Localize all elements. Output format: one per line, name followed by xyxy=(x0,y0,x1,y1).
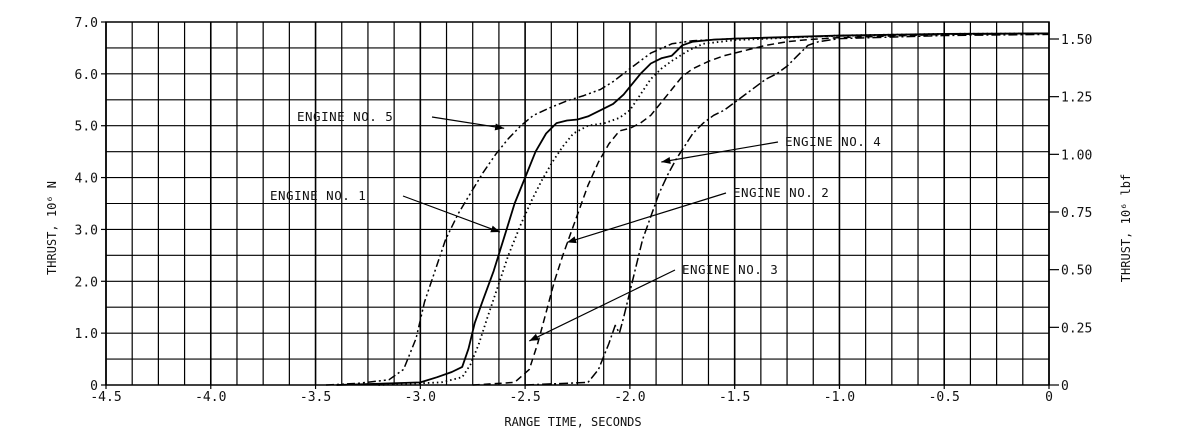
y2-tick-label: 0.75 xyxy=(1061,206,1092,221)
y2-tick-label: 1.25 xyxy=(1061,91,1092,106)
x-tick-label: -0.5 xyxy=(929,390,960,405)
y-tick-label: 1.0 xyxy=(75,327,98,342)
y2-tick-labels: 0 0.25 0.50 0.75 1.00 1.25 1.50 xyxy=(1049,33,1092,394)
x-tick-label: 0 xyxy=(1045,390,1053,405)
callout-arrowhead xyxy=(661,157,671,164)
x-tick-label: -1.0 xyxy=(824,390,855,405)
plot-frame xyxy=(105,21,1050,386)
series-line-2 xyxy=(336,32,1050,386)
x-tick-label: -2.0 xyxy=(614,390,645,405)
y-tick-label: 7.0 xyxy=(75,16,98,31)
y-tick-labels: 0 1.0 2.0 3.0 4.0 5.0 6.0 7.0 xyxy=(75,16,106,394)
callout-layer: ENGINE NO. 5 ENGINE NO. 1 ENGINE NO. 4 ENGI… xyxy=(270,109,881,342)
x-tick-label: -1.5 xyxy=(719,390,750,405)
chart-grid xyxy=(105,21,1050,386)
y-tick-label: 6.0 xyxy=(75,68,98,83)
callout-label: ENGINE NO. 3 xyxy=(682,262,778,277)
y2-tick-label: 0.25 xyxy=(1061,321,1092,336)
callout-arrowhead xyxy=(529,333,539,341)
callout-leader xyxy=(529,269,676,342)
callout-arrowhead xyxy=(494,123,505,131)
x-tick-label: -2.5 xyxy=(509,390,540,405)
series-layer xyxy=(325,32,1050,386)
x-tick-label: -4.0 xyxy=(195,390,226,405)
y2-axis-title: THRUST, 10⁶ lbf xyxy=(1119,174,1133,282)
y2-tick-label: 1.50 xyxy=(1061,33,1092,48)
callout-arrowhead xyxy=(567,236,577,244)
callout-leader xyxy=(402,195,501,233)
callout-arrowhead xyxy=(490,225,500,233)
series-line-4 xyxy=(472,32,1050,386)
x-tick-label: -3.5 xyxy=(300,390,331,405)
y2-tick-label: 1.00 xyxy=(1061,148,1092,163)
callout-leader xyxy=(431,116,505,129)
callout-label: ENGINE NO. 2 xyxy=(733,185,829,200)
x-tick-label: -3.0 xyxy=(405,390,436,405)
callout-leader xyxy=(661,141,779,163)
series-line-5 xyxy=(525,33,1050,386)
y-axis-title: THRUST, 10⁶ N xyxy=(45,181,59,275)
series-line-3 xyxy=(378,32,1050,386)
x-axis-title: RANGE TIME, SECONDS xyxy=(504,415,641,429)
y-tick-label: 0 xyxy=(90,379,98,394)
callout-label: ENGINE NO. 5 xyxy=(297,109,393,124)
x-tick-label: -4.5 xyxy=(90,390,121,405)
y2-tick-label: 0.50 xyxy=(1061,264,1092,279)
y-tick-label: 4.0 xyxy=(75,172,98,187)
x-tick-labels: -4.5 -4.0 -3.5 -3.0 -2.5 -2.0 -1.5 -1.0 -0.5 0 xyxy=(90,385,1053,405)
callout-label: ENGINE NO. 4 xyxy=(785,134,881,149)
y-tick-label: 5.0 xyxy=(75,120,98,135)
y-tick-label: 3.0 xyxy=(75,223,98,238)
y-tick-label: 2.0 xyxy=(75,275,98,290)
callout-label: ENGINE NO. 1 xyxy=(270,188,366,203)
callout-leader xyxy=(566,192,727,243)
y2-tick-label: 0 xyxy=(1061,379,1069,394)
series-line-1 xyxy=(325,32,1050,386)
